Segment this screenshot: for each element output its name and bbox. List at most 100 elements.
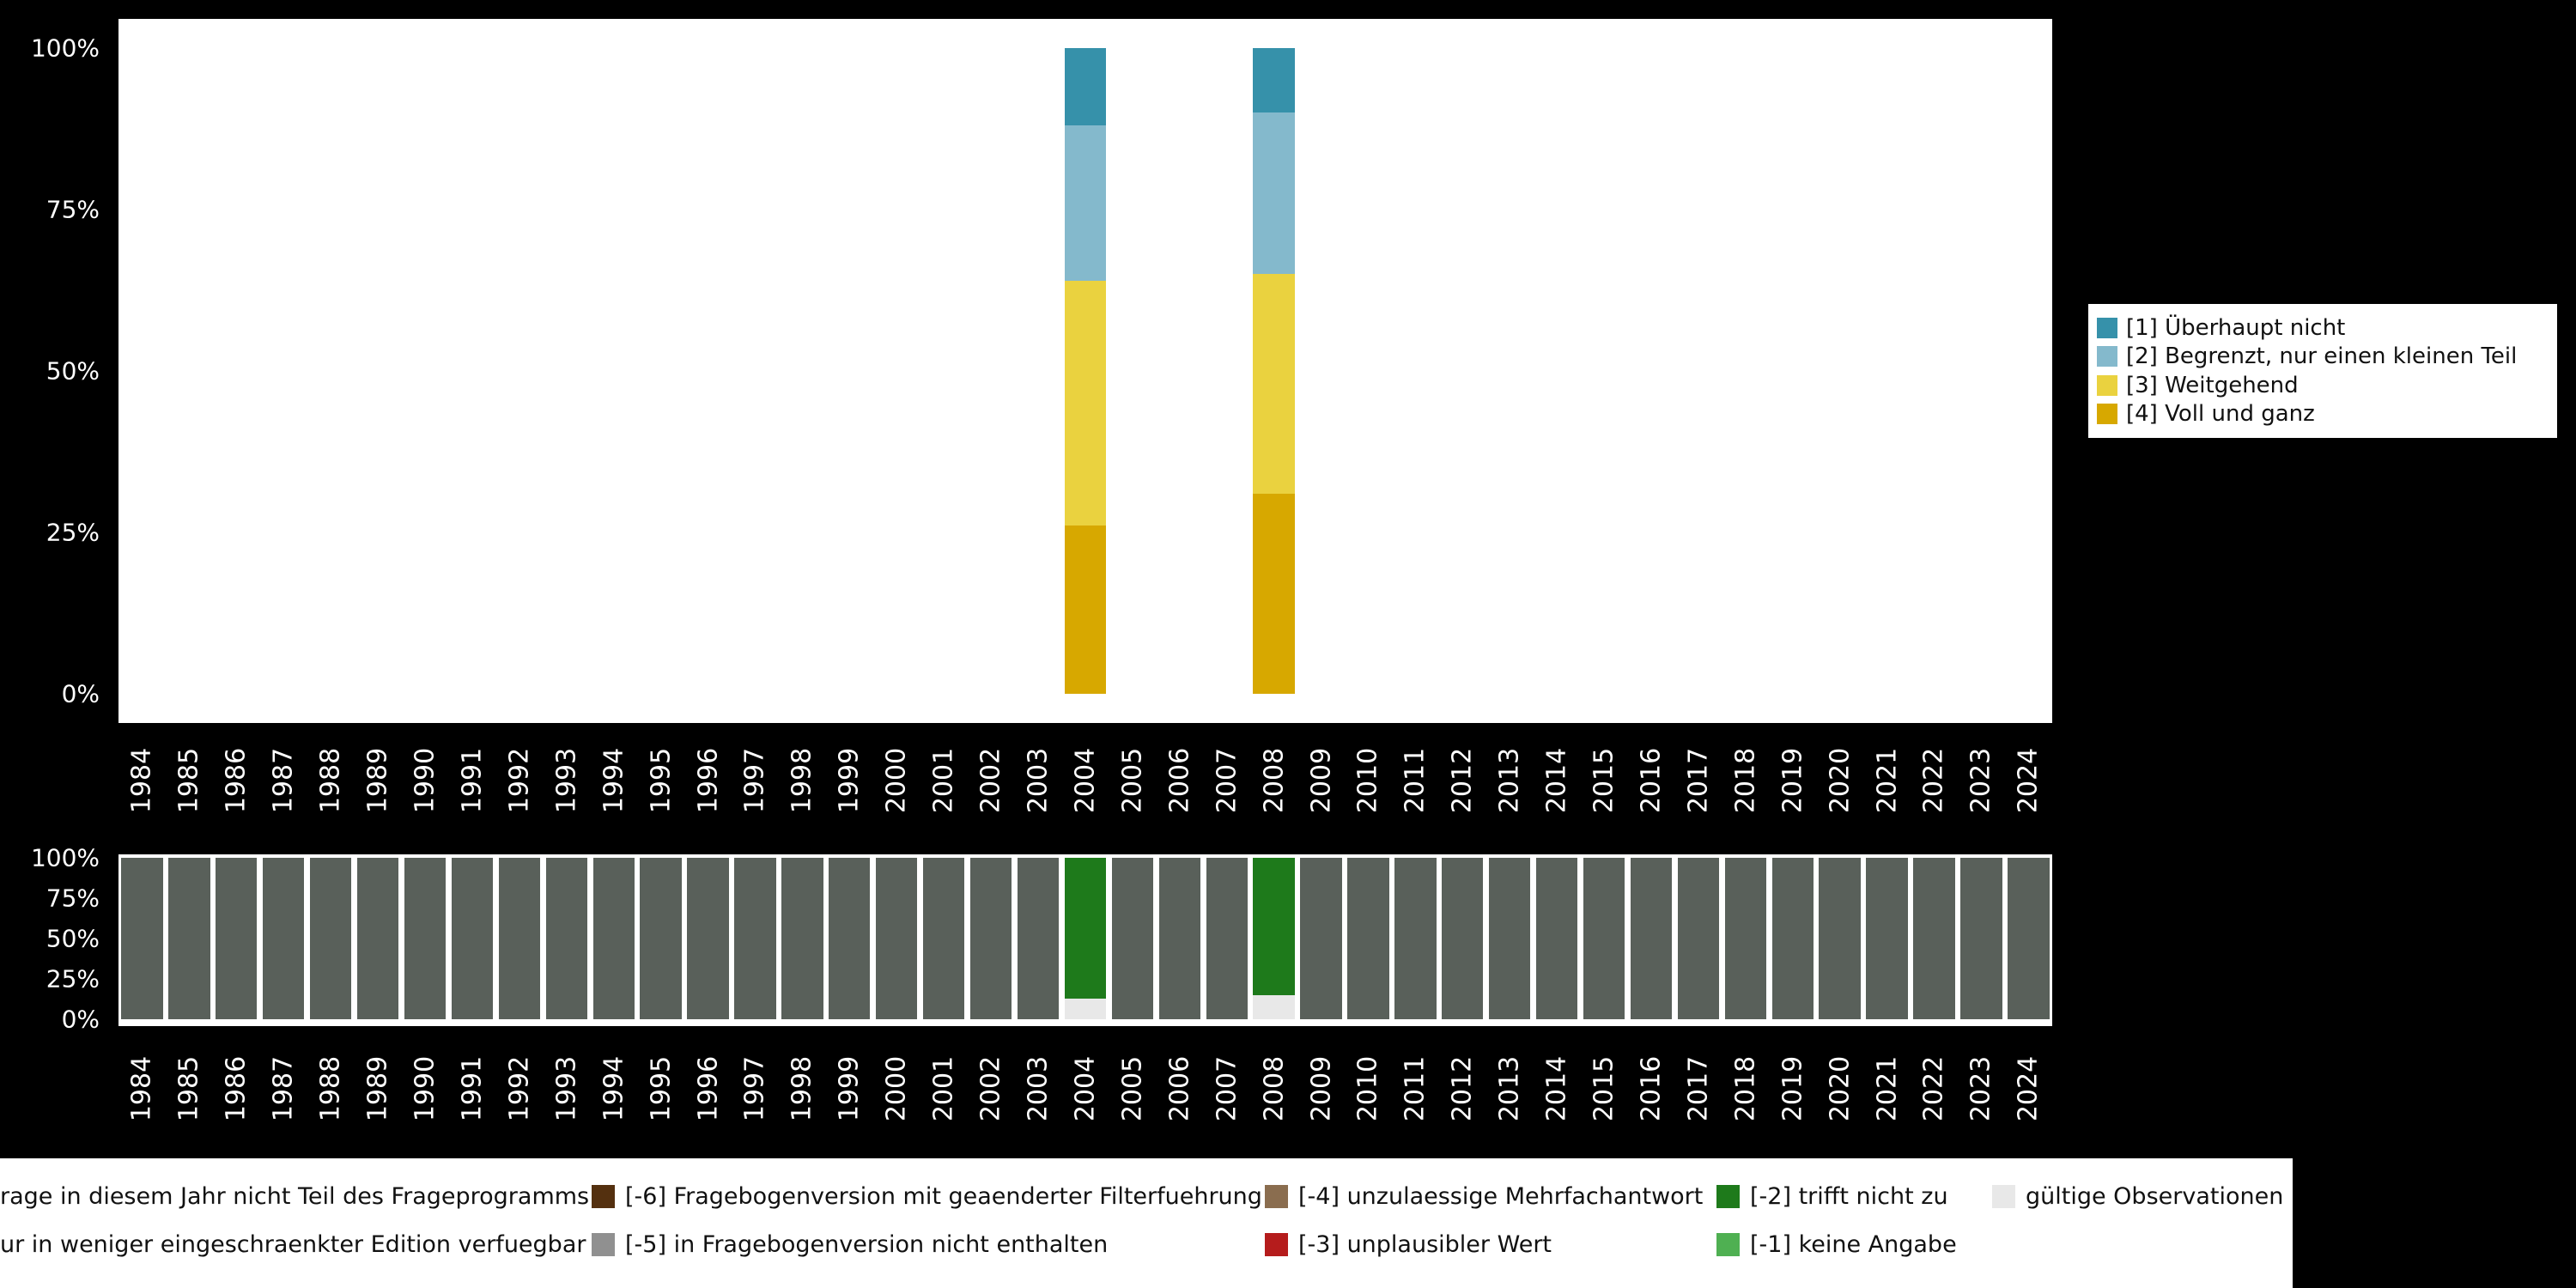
bar-segment (1064, 998, 1107, 1019)
year-slot-1984 (118, 858, 166, 1019)
x-tick-label: 1990 (410, 1055, 440, 1121)
x-tick-label: 1986 (221, 747, 252, 813)
x-tick-label: 2002 (975, 747, 1006, 813)
legend-label: rage in diesem Jahr nicht Teil des Frage… (0, 1182, 590, 1210)
main-chart-y-axis: 100% 75% 50% 25% 0% (0, 34, 110, 708)
stacked-bar-1989 (357, 48, 398, 694)
bar-segment (498, 858, 540, 1019)
year-slot-2000 (873, 858, 920, 1019)
x-tick-slot: 2018 (1722, 1030, 1769, 1146)
bar-segment (687, 858, 729, 1019)
bar-segment (1819, 858, 1861, 1019)
x-tick-label: 1992 (504, 747, 535, 813)
missing-chart-x-axis: 1984 1985 1986 1987 1988 1989 1990 1991 1992 1993… (118, 1030, 2052, 1146)
x-tick-slot: 2023 (1958, 726, 2005, 834)
x-tick-label: 2019 (1777, 747, 1808, 813)
bar-segment (1253, 858, 1295, 995)
y-tick-label: 0% (61, 1005, 100, 1034)
bar-segment (829, 858, 871, 1019)
x-tick-label: 2023 (1965, 747, 1996, 813)
stacked-bar-2003 (1018, 48, 1059, 694)
legend-item: [-6] Fragebogenversion mit geaenderter F… (592, 1172, 1262, 1220)
x-tick-slot: 2011 (1392, 1030, 1439, 1146)
stacked-bar-1995 (640, 858, 682, 1019)
x-tick-label: 2008 (1259, 1055, 1290, 1121)
x-tick-label: 1993 (551, 747, 582, 813)
x-tick-slot: 1984 (118, 726, 166, 834)
year-slot-2006 (1156, 858, 1203, 1019)
x-tick-label: 2017 (1683, 747, 1714, 813)
stacked-bar-2010 (1347, 858, 1389, 1019)
stacked-bar-1987 (263, 858, 305, 1019)
legend-label: ur in weniger eingeschraenkter Edition v… (0, 1230, 586, 1258)
year-slot-2016 (1628, 48, 1675, 694)
x-tick-label: 2012 (1447, 747, 1478, 813)
year-slot-2008 (1250, 48, 1297, 694)
year-slot-1989 (355, 48, 402, 694)
bar-segment (451, 858, 494, 1019)
year-slot-1997 (732, 858, 779, 1019)
stacked-bar-1993 (545, 858, 587, 1019)
x-tick-slot: 2012 (1439, 726, 1486, 834)
main-chart-bars (118, 48, 2052, 694)
year-slot-1984 (118, 48, 166, 694)
legend-item: [-3] unplausibler Wert (1265, 1220, 1552, 1268)
stacked-bar-2000 (876, 858, 918, 1019)
legend-item: [-1] keine Angabe (1716, 1220, 1957, 1268)
x-tick-slot: 1991 (448, 726, 495, 834)
x-tick-slot: 2022 (1911, 726, 1958, 834)
x-tick-label: 2010 (1352, 747, 1383, 813)
stacked-bar-2012 (1442, 48, 1483, 694)
y-tick-label: 25% (46, 518, 100, 547)
x-tick-label: 2023 (1965, 1055, 1996, 1121)
x-tick-slot: 1988 (307, 1030, 355, 1146)
year-slot-1985 (166, 858, 213, 1019)
x-tick-slot: 2013 (1486, 726, 1534, 834)
bar-segment (1064, 280, 1107, 526)
year-slot-2007 (1203, 48, 1250, 694)
x-tick-slot: 2005 (1109, 1030, 1156, 1146)
stacked-bar-2021 (1866, 858, 1908, 1019)
stacked-bar-2011 (1394, 48, 1436, 694)
x-tick-label: 1986 (221, 1055, 252, 1121)
stacked-bar-2001 (922, 858, 965, 1019)
x-tick-slot: 2008 (1250, 726, 1297, 834)
stacked-bar-1986 (216, 858, 258, 1019)
year-slot-2020 (1816, 858, 1863, 1019)
stacked-bar-1994 (592, 858, 635, 1019)
x-tick-slot: 1996 (684, 726, 732, 834)
bar-segment (121, 858, 163, 1019)
missing-codes-legend: rage in diesem Jahr nicht Teil des Frage… (0, 1158, 2293, 1288)
year-slot-1996 (684, 858, 732, 1019)
year-slot-2023 (1958, 858, 2005, 1019)
x-tick-label: 1999 (834, 1055, 865, 1121)
stacked-bar-2022 (1913, 858, 1955, 1019)
stacked-bar-1999 (829, 858, 871, 1019)
year-slot-1994 (590, 858, 637, 1019)
legend-item: [1] Überhaupt nicht (2097, 314, 2549, 341)
x-tick-label: 2021 (1872, 1055, 1903, 1121)
legend-item: [2] Begrenzt, nur einen kleinen Teil (2097, 343, 2549, 370)
bar-segment (1866, 858, 1908, 1019)
stacked-bar-1984 (121, 48, 162, 694)
y-tick-label: 100% (30, 843, 100, 872)
bar-segment (781, 858, 823, 1019)
bar-segment (356, 858, 399, 1019)
x-tick-slot: 1995 (637, 1030, 684, 1146)
x-tick-slot: 2012 (1439, 1030, 1486, 1146)
bar-segment (1442, 858, 1484, 1019)
x-tick-slot: 2023 (1958, 1030, 2005, 1146)
x-tick-slot: 2019 (1769, 726, 1816, 834)
x-tick-label: 2024 (2013, 1055, 2044, 1121)
x-tick-slot: 2002 (968, 726, 1015, 834)
legend-label: gültige Observationen (2026, 1182, 2284, 1210)
year-slot-1992 (495, 48, 543, 694)
stacked-bar-2024 (2008, 48, 2049, 694)
answer-legend: [1] Überhaupt nicht [2] Begrenzt, nur ein… (2088, 304, 2557, 438)
stacked-bar-2014 (1535, 858, 1578, 1019)
legend-label: [-4] unzulaessige Mehrfachantwort (1298, 1182, 1704, 1210)
stacked-bar-1993 (546, 48, 587, 694)
bar-segment (1064, 526, 1107, 694)
missing-chart-y-axis: 100% 75% 50% 25% 0% (0, 844, 110, 1034)
year-slot-1998 (779, 858, 826, 1019)
